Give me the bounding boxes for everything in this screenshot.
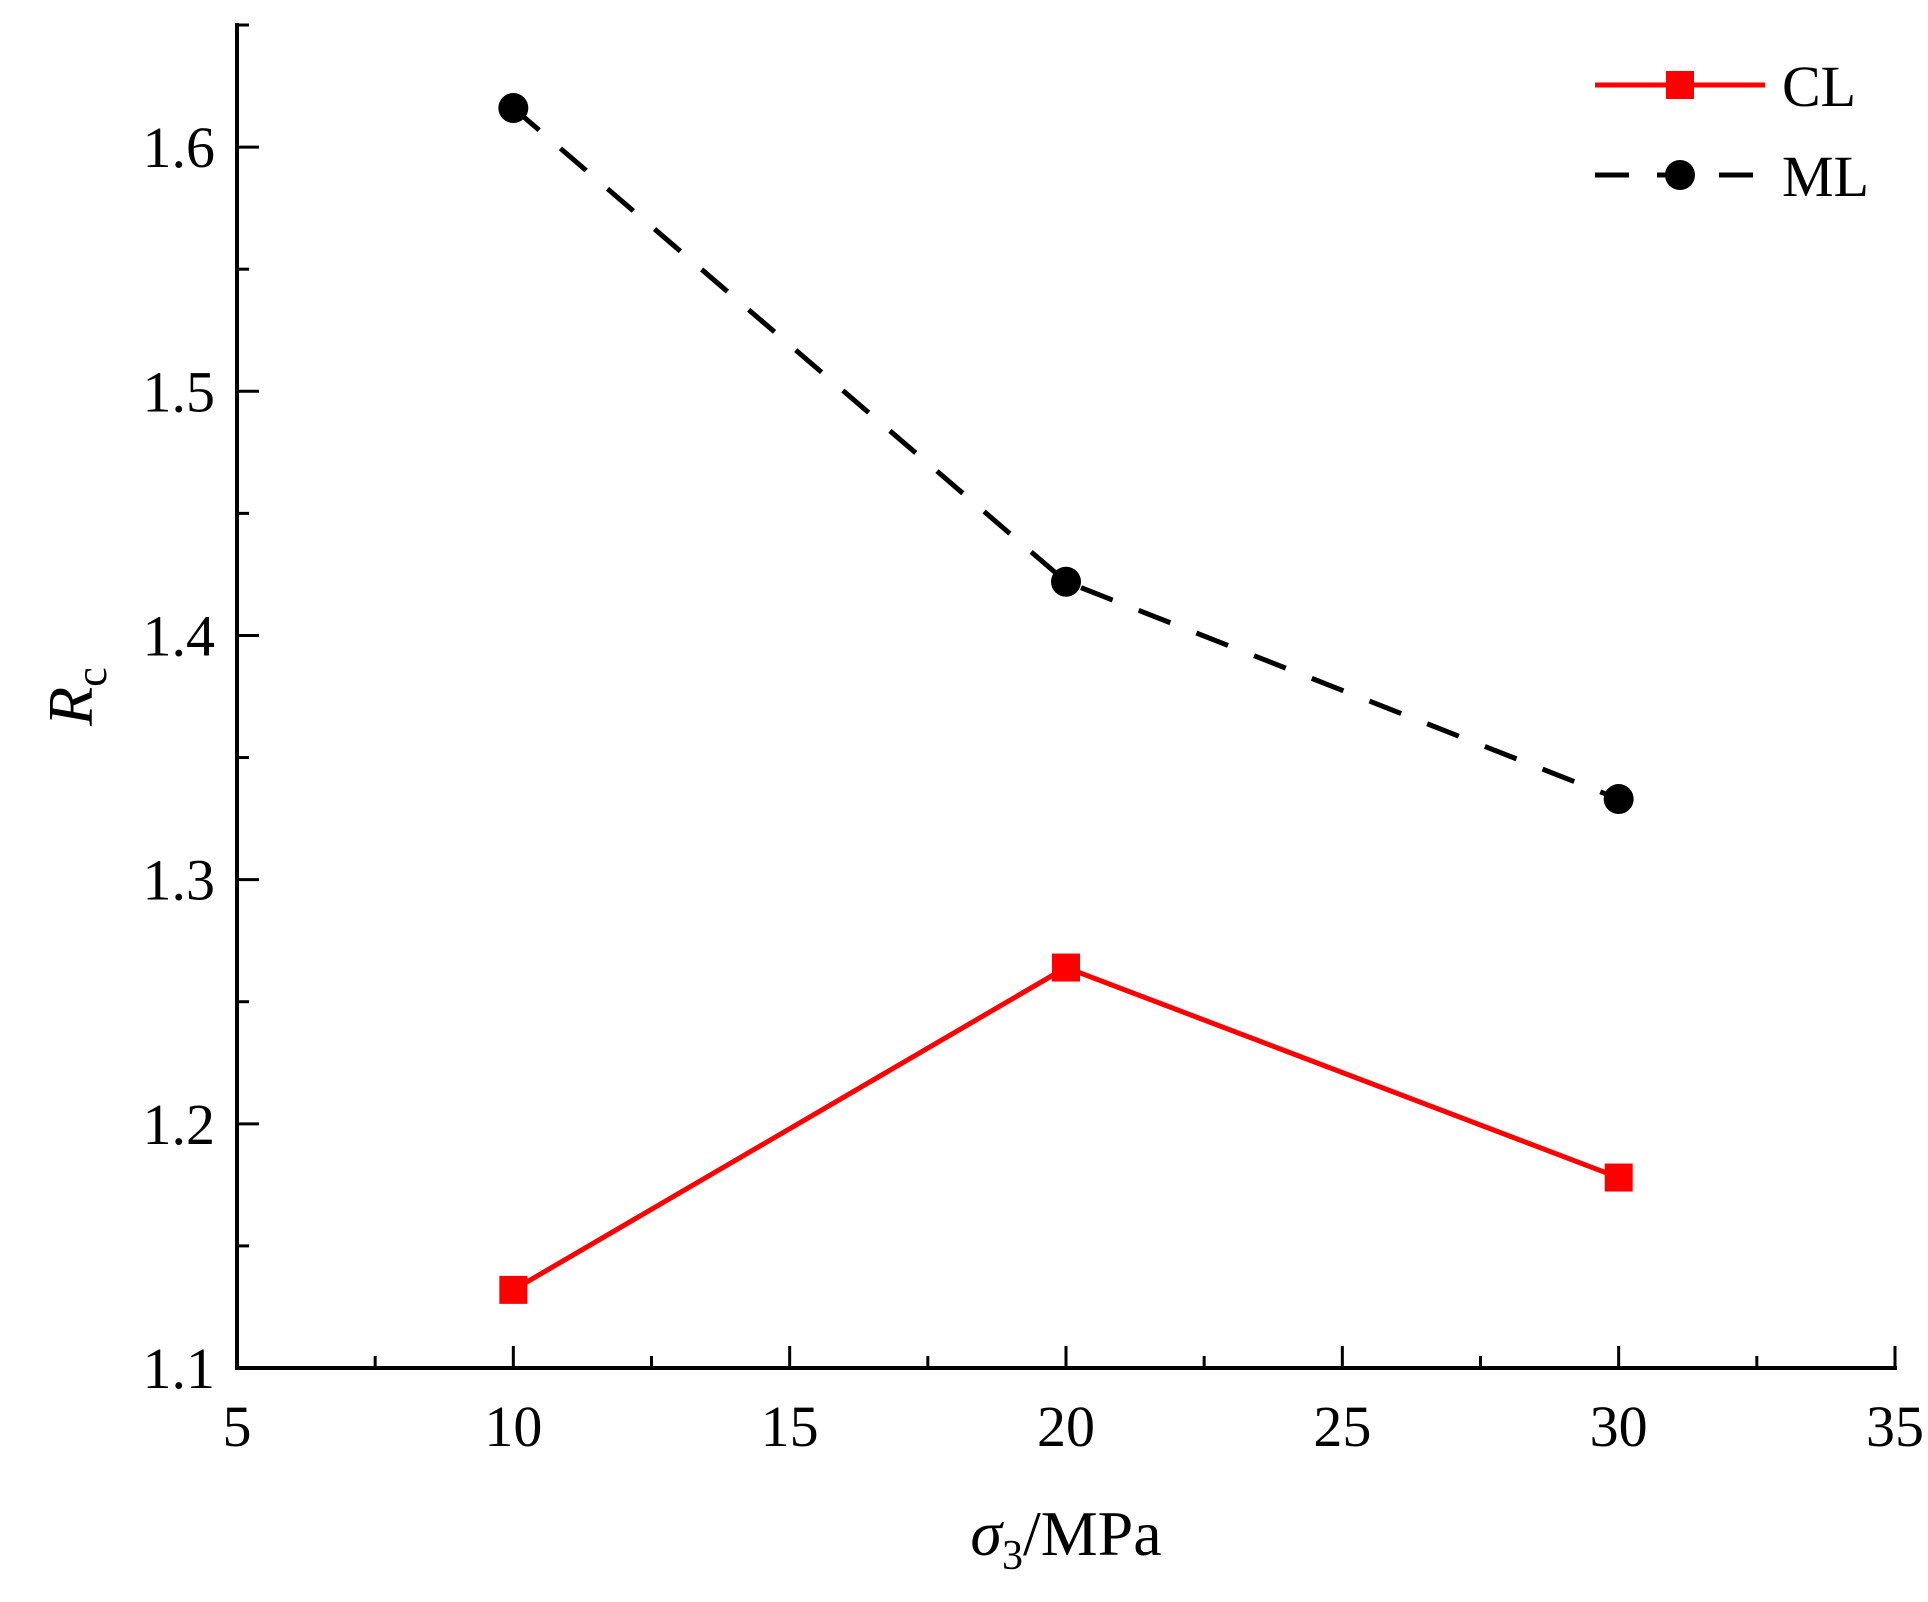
series-layer (498, 93, 1634, 1304)
legend-marker-cl (1666, 71, 1694, 99)
x-axis-unit: /MPa (1023, 1498, 1162, 1569)
legend-marker-ml (1665, 160, 1695, 190)
x-tick-label: 5 (223, 1394, 252, 1459)
x-axis-title: σ3/MPa (970, 1498, 1161, 1579)
x-axis-symbol: σ (970, 1498, 1004, 1569)
legend-label-cl: CL (1782, 54, 1856, 119)
series-line-ml (511, 106, 1620, 802)
data-point-ml (1051, 566, 1081, 597)
x-tick-label: 15 (761, 1394, 819, 1459)
y-tick-label: 1.3 (143, 848, 216, 913)
legend-item-cl: CL (1595, 54, 1856, 119)
y-tick-label: 1.1 (143, 1336, 216, 1401)
y-tick-label: 1.6 (143, 115, 216, 180)
data-point-cl (1052, 953, 1080, 982)
axis-titles: σ3/MPa Rc (35, 667, 1162, 1579)
x-tick-label: 30 (1590, 1394, 1648, 1459)
y-axis-symbol: R (35, 687, 106, 727)
y-tick-label: 1.2 (143, 1092, 216, 1157)
y-axis-title: Rc (35, 667, 116, 727)
data-point-cl (499, 1275, 528, 1304)
x-tick-label: 25 (1313, 1394, 1371, 1459)
y-tick-label: 1.4 (143, 603, 216, 668)
legend: CL ML (1595, 54, 1869, 209)
legend-label-ml: ML (1782, 144, 1869, 209)
x-tick-label: 20 (1037, 1394, 1095, 1459)
y-axis-subscript: c (67, 667, 116, 687)
data-point-cl (1604, 1163, 1633, 1192)
x-tick-label: 10 (484, 1394, 542, 1459)
series-line-cl (512, 965, 1620, 1293)
x-tick-label: 35 (1866, 1394, 1924, 1459)
legend-item-ml: ML (1595, 144, 1869, 209)
data-point-ml (498, 93, 529, 124)
data-point-ml (1603, 784, 1634, 815)
series-cl (499, 953, 1633, 1304)
axes (235, 23, 1897, 1370)
y-tick-label: 1.5 (143, 359, 216, 424)
axis-ticks: 5 10 15 20 25 30 35 1.1 1.2 1.3 1.4 1.5 1.6 (143, 23, 1924, 1459)
x-axis-subscript: 3 (1002, 1533, 1023, 1579)
series-ml (498, 93, 1634, 815)
